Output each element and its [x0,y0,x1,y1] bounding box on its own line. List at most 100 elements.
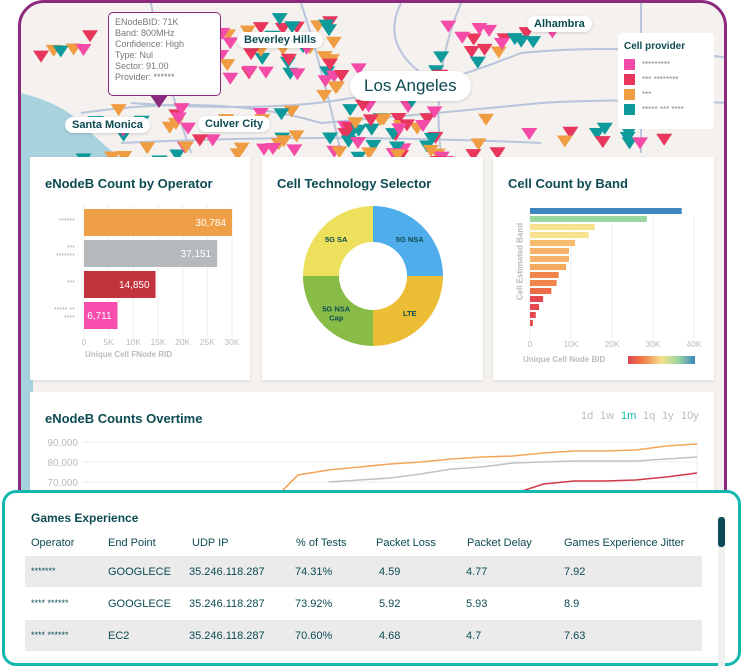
cell-marker[interactable] [239,25,256,38]
column-header[interactable]: % of Tests [296,537,347,549]
column-header[interactable]: Operator [31,537,75,549]
scrollbar-track[interactable] [718,517,725,667]
bar[interactable] [530,296,544,302]
column-header[interactable]: Packet Delay [467,537,532,549]
cell-marker[interactable] [423,132,440,145]
cell-marker[interactable] [33,50,50,63]
column-header[interactable]: Games Experience Jitter [564,537,685,549]
cell-marker[interactable] [477,113,494,126]
cell-marker[interactable] [465,149,482,162]
cell-marker[interactable] [243,48,260,61]
cell-marker[interactable] [280,53,297,66]
cell-marker[interactable] [525,36,542,49]
bar[interactable] [530,256,569,262]
cell-marker[interactable] [471,23,488,36]
cell-marker[interactable] [161,121,178,134]
bar[interactable] [530,224,595,230]
bar[interactable] [530,288,552,294]
legend-item[interactable]: *** ******** [624,72,708,87]
cell-marker[interactable] [316,51,333,64]
cell-marker[interactable] [289,68,306,81]
cell-marker[interactable] [139,142,156,155]
cell-marker[interactable] [390,113,407,126]
cell-marker[interactable] [632,137,649,150]
cell-marker[interactable] [333,70,350,83]
cell-marker[interactable] [275,135,292,148]
cell-marker[interactable] [316,89,333,102]
range-1q[interactable]: 1q [643,410,656,422]
table-row[interactable]: **** ****** EC2 35.246.118.287 70.60% 4.68 4.… [25,620,702,651]
selected-marker[interactable] [150,95,170,109]
cell-marker[interactable] [419,113,436,126]
cell-marker[interactable] [170,112,187,125]
cell-marker[interactable] [169,149,186,162]
cell-marker[interactable] [513,35,530,48]
bar[interactable] [84,302,118,329]
cell-marker[interactable] [222,72,239,85]
bar[interactable] [530,312,536,318]
table-row[interactable]: **** ****** GOOGLECE 35.246.118.287 73.92% 5… [25,588,702,619]
cell-marker[interactable] [388,141,405,154]
cell-marker[interactable] [347,117,364,130]
bar[interactable] [530,320,533,326]
bar[interactable] [84,271,156,298]
cell-marker[interactable] [204,134,221,147]
cell-marker[interactable] [433,51,450,64]
cell-marker[interactable] [321,24,338,37]
cell-marker[interactable] [252,22,269,35]
donut-slice[interactable] [303,276,373,346]
cell-marker[interactable] [342,104,359,117]
cell-marker[interactable] [463,46,480,59]
legend-item[interactable]: *** [624,87,708,102]
series-line[interactable] [512,472,698,495]
band-bar-chart[interactable]: 0 10K 20K 30K 40K [493,157,714,380]
series-line[interactable] [328,456,698,483]
cell-marker[interactable] [180,122,197,135]
cell-marker[interactable] [52,45,69,58]
cell-marker[interactable] [284,21,301,34]
cell-marker[interactable] [489,147,506,160]
cell-marker[interactable] [321,58,338,71]
bar[interactable] [530,232,589,238]
donut-slice[interactable] [303,206,373,276]
cell-marker[interactable] [619,131,636,144]
overtime-line-chart[interactable]: 90,000 80,000 70,000 [30,392,714,502]
cell-marker[interactable] [363,123,380,136]
cell-marker[interactable] [286,144,303,157]
cell-marker[interactable] [75,43,92,56]
cell-marker[interactable] [322,132,339,145]
cell-marker[interactable] [389,149,406,162]
cell-marker[interactable] [426,106,443,119]
bar[interactable] [84,209,232,236]
column-header[interactable]: Packet Loss [376,537,436,549]
cell-marker[interactable] [398,119,415,132]
cell-marker[interactable] [493,37,510,50]
cell-marker[interactable] [317,75,334,88]
cell-marker[interactable] [177,141,194,154]
legend-item[interactable]: ********* [624,57,708,72]
cell-marker[interactable] [222,37,239,50]
range-1y[interactable]: 1y [662,410,674,422]
cell-marker[interactable] [361,147,378,160]
cell-marker[interactable] [264,142,281,155]
cell-marker[interactable] [241,65,258,78]
cell-marker[interactable] [656,133,673,146]
donut-slice[interactable] [373,206,443,276]
cell-marker[interactable] [271,13,288,26]
cell-marker[interactable] [481,24,498,37]
cell-marker[interactable] [319,66,336,79]
cell-marker[interactable] [454,31,471,44]
cell-marker[interactable] [490,46,507,59]
cell-marker[interactable] [414,119,431,132]
cell-marker[interactable] [470,138,487,151]
bar[interactable] [530,248,569,254]
bar[interactable] [530,280,557,286]
cell-marker[interactable] [556,135,573,148]
cell-marker[interactable] [331,146,348,159]
cell-marker[interactable] [596,122,613,135]
range-1m[interactable]: 1m [621,410,637,422]
bar[interactable] [530,272,559,278]
cell-marker[interactable] [354,99,371,112]
cell-marker[interactable] [254,52,271,65]
